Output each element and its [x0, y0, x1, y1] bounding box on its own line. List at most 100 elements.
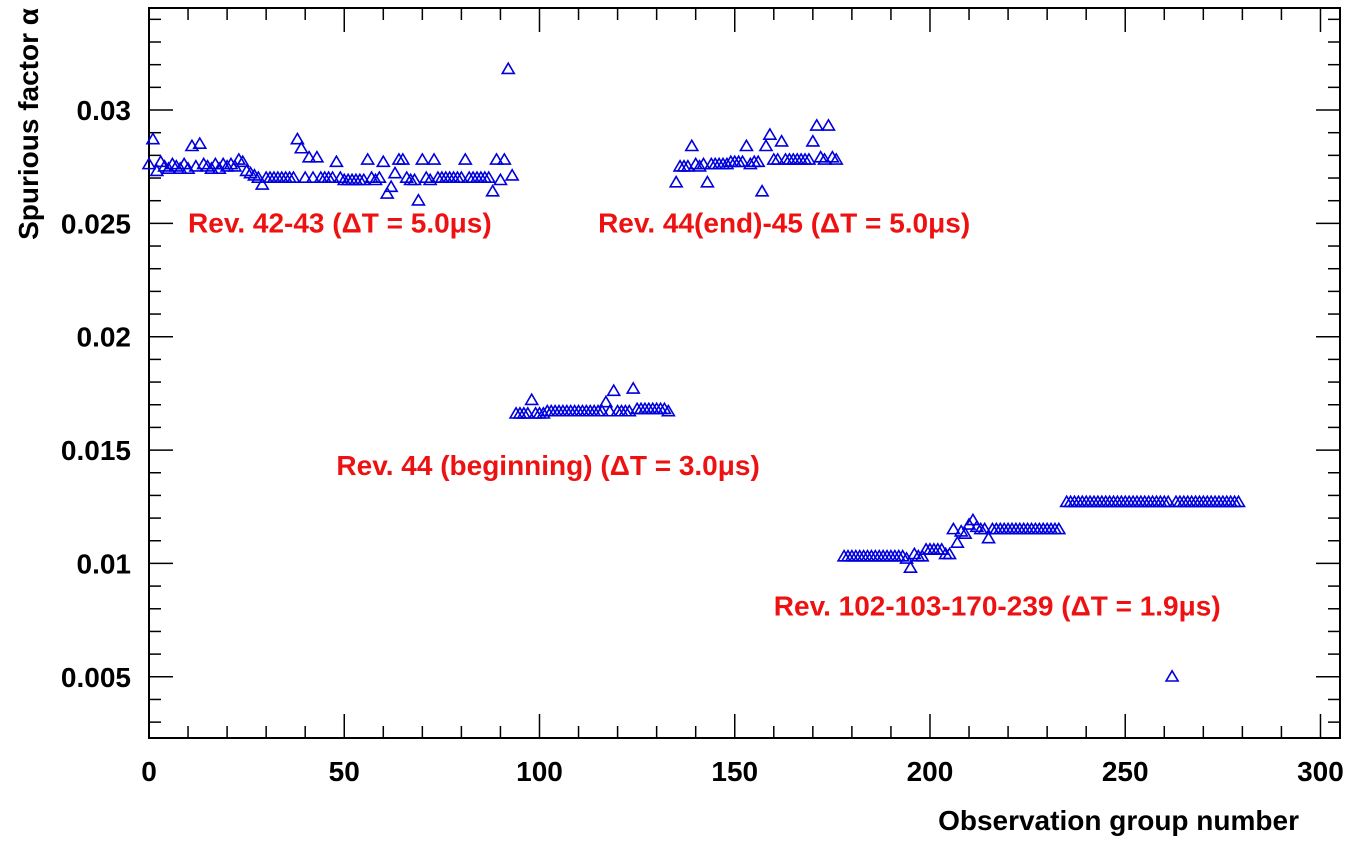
data-point-triangle: [770, 152, 786, 165]
data-point-triangle: [301, 150, 317, 163]
x-tick-label: 250: [1102, 756, 1149, 787]
data-point-triangle: [414, 152, 430, 165]
tick-labels: 0 50 100 150 200 250 300 0.005 0.01 0.015 0.02 0.02…: [61, 95, 1344, 787]
x-tick-label: 200: [907, 756, 954, 787]
data-point-triangle: [903, 560, 918, 573]
data-point-triangle: [371, 170, 387, 184]
data-points: [141, 61, 1246, 682]
data-point-triangle: [774, 134, 789, 147]
data-point-triangle: [493, 172, 508, 186]
data-point-triangle: [594, 403, 610, 417]
data-point-triangle: [219, 159, 235, 172]
data-point-triangle: [700, 174, 715, 188]
data-point-triangle: [754, 184, 770, 197]
data-point-triangle: [801, 152, 817, 165]
data-point-triangle: [360, 152, 376, 165]
data-point-triangle: [1231, 494, 1246, 508]
data-point-triangle: [946, 521, 961, 535]
x-tick-label: 100: [516, 756, 563, 787]
data-point-triangle: [309, 150, 325, 163]
data-point-triangle: [453, 170, 469, 184]
y-tick-label: 0.02: [77, 322, 132, 353]
group-annotation: Rev. 42-43 (ΔT = 5.0μs): [188, 207, 492, 238]
annotations: Rev. 42-43 (ΔT = 5.0μs) Rev. 44(end)-45 (…: [188, 207, 1221, 621]
group-annotation: Rev. 102-103-170-239 (ΔT = 1.9μs): [774, 591, 1221, 622]
group-annotation: Rev. 44(end)-45 (ΔT = 5.0μs): [598, 207, 970, 238]
data-point-triangle: [821, 118, 836, 131]
data-point-triangle: [407, 172, 422, 186]
data-point-triangle: [411, 193, 426, 206]
data-point-triangle: [286, 170, 301, 184]
data-point-triangle: [949, 535, 965, 549]
group-annotation: Rev. 44 (beginning) (ΔT = 3.0μs): [336, 450, 759, 481]
data-point-triangle: [805, 134, 821, 147]
data-point-triangle: [942, 546, 957, 560]
data-point-triangle: [485, 184, 501, 197]
data-point-triangle: [625, 381, 641, 394]
data-point-triangle: [1051, 521, 1067, 535]
data-point-triangle: [684, 138, 700, 152]
data-point-triangle: [598, 394, 614, 408]
data-point-triangle: [692, 159, 707, 172]
data-point-triangle: [660, 403, 676, 417]
x-tick-label: 300: [1297, 756, 1344, 787]
data-point-triangle: [489, 152, 504, 165]
data-point-triangle: [368, 172, 383, 186]
data-point-triangle: [1160, 494, 1176, 508]
data-point-triangle: [141, 156, 157, 170]
data-point-triangle: [602, 403, 618, 417]
axis-ticks: [148, 8, 1340, 738]
data-point-triangle: [383, 179, 399, 193]
data-point-triangle: [254, 177, 270, 190]
data-point-triangle: [981, 530, 996, 544]
data-point-triangle: [750, 154, 766, 168]
data-point-triangle: [305, 170, 321, 184]
y-axis-title: Spurious factor α: [13, 8, 44, 240]
data-point-triangle: [457, 152, 473, 165]
data-point-triangle: [758, 138, 774, 152]
plot-frame: [148, 7, 1341, 739]
x-axis-title: Observation group number: [938, 805, 1299, 836]
y-tick-label: 0.025: [61, 208, 131, 239]
y-tick-label: 0.015: [61, 435, 131, 466]
data-point-triangle: [668, 174, 684, 188]
data-point-triangle: [329, 154, 344, 168]
data-point-triangle: [387, 165, 403, 179]
y-tick-label: 0.01: [77, 548, 132, 579]
data-point-triangle: [235, 154, 251, 168]
data-point-triangle: [325, 170, 340, 184]
data-point-triangle: [297, 170, 313, 184]
data-point-triangle: [500, 61, 516, 75]
data-point-triangle: [289, 131, 305, 145]
x-tick-label: 150: [711, 756, 758, 787]
data-point-triangle: [809, 118, 825, 131]
data-point-triangle: [481, 170, 497, 184]
data-point-triangle: [379, 186, 395, 199]
data-point-triangle: [293, 140, 309, 154]
data-point-triangle: [192, 136, 208, 150]
data-point-triangle: [145, 131, 161, 145]
data-point-triangle: [957, 526, 973, 539]
data-point-triangle: [520, 406, 536, 419]
data-point-triangle: [606, 383, 622, 397]
data-point-triangle: [965, 512, 981, 526]
data-point-triangle: [762, 127, 778, 140]
x-tick-label: 0: [141, 756, 157, 787]
y-tick-label: 0.03: [77, 95, 132, 126]
y-tick-label: 0.005: [61, 662, 131, 693]
x-tick-label: 50: [329, 756, 360, 787]
data-point-triangle: [426, 152, 442, 165]
data-point-triangle: [375, 154, 391, 168]
data-point-triangle: [524, 392, 540, 406]
data-point-triangle: [914, 549, 930, 562]
data-point-triangle: [250, 170, 266, 184]
data-point-triangle: [1164, 669, 1180, 682]
data-point-triangle: [504, 168, 520, 181]
data-point-triangle: [696, 156, 711, 170]
data-point-triangle: [496, 152, 512, 165]
data-point-triangle: [739, 138, 754, 152]
data-point-triangle: [395, 152, 411, 165]
data-point-triangle: [735, 154, 750, 168]
